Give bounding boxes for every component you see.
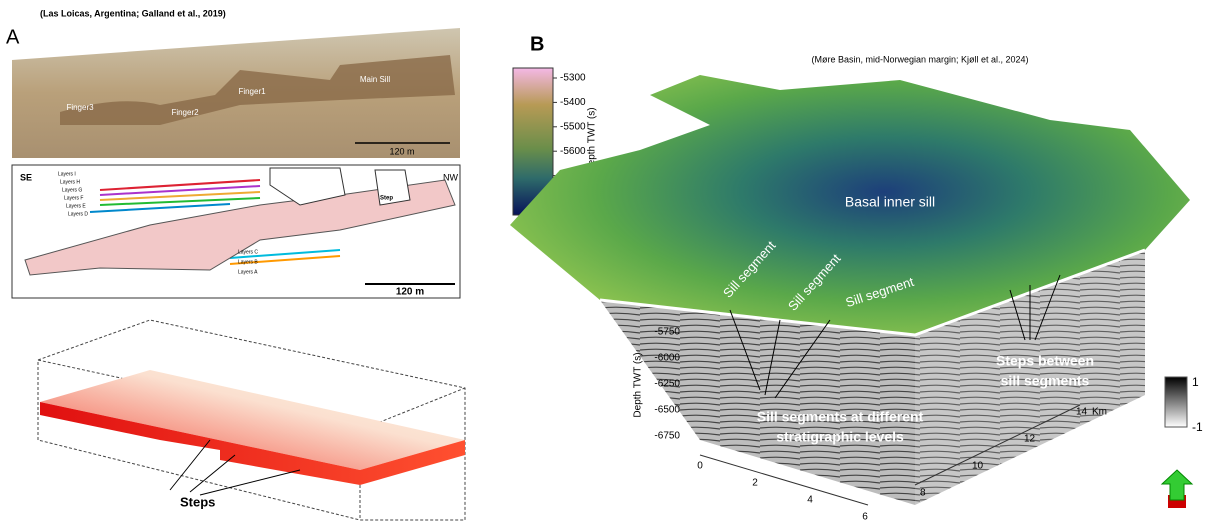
axis-tick-label: -6250 <box>654 379 680 390</box>
axis-tick-label: -6000 <box>654 353 680 364</box>
figure: (Las Loicas, Argentina; Galland et al., … <box>0 0 1208 523</box>
layer-label: Layers G <box>62 187 82 193</box>
colorbar-tick-label: -5500 <box>560 121 586 132</box>
colorbar-tick-label: -5300 <box>560 73 586 84</box>
colorbar-tick-label: -5600 <box>560 146 586 157</box>
annotation: Steps between <box>996 353 1094 369</box>
axis-tick-label: -6500 <box>654 405 680 416</box>
axis-tick-label: -5750 <box>654 327 680 338</box>
colorbar-tick-label: -5400 <box>560 97 586 108</box>
direction-label: NW <box>443 172 458 182</box>
annotation: Sill segments at different <box>757 409 924 425</box>
orientation-icon <box>1162 470 1192 508</box>
layer-label: Layers I <box>58 171 76 177</box>
axis-tick-label: 6 <box>862 512 868 523</box>
axis-tick-label: 12 <box>1024 434 1036 445</box>
axis-tick-label: 4 <box>807 495 813 506</box>
axis-tick-label: 2 <box>752 478 758 489</box>
axis-title: Depth TWT (s) <box>633 352 644 417</box>
page: (Las Loicas, Argentina; Galland et al., … <box>0 0 1208 523</box>
axis-unit: Km <box>1092 407 1107 418</box>
citation: (Møre Basin, mid-Norwegian margin; Kjøll… <box>811 54 1028 64</box>
citation: (Las Loicas, Argentina; Galland et al., … <box>40 8 226 18</box>
annotation: Steps <box>180 494 215 509</box>
layer-label: Layers H <box>60 179 80 185</box>
axis-tick-label: 0 <box>697 461 703 472</box>
annotation: Basal inner sill <box>845 194 935 210</box>
layer-label: Layers C <box>238 249 258 255</box>
layer-label: Layers F <box>64 195 83 201</box>
panel-label: B <box>530 33 544 55</box>
scale-label: 120 m <box>396 287 424 298</box>
layer-label: Layers B <box>238 259 258 265</box>
layer-label: Layers E <box>66 203 86 209</box>
layer-label: Layers D <box>68 211 88 217</box>
amplitude-tick-label: -1 <box>1192 420 1203 434</box>
annotation: stratigraphic levels <box>776 429 904 445</box>
annotation: sill segments <box>1001 373 1090 389</box>
axis-tick-label: 10 <box>972 461 984 472</box>
amplitude-bar <box>1165 377 1187 427</box>
photo-label: Main Sill <box>360 75 390 84</box>
photo-label: Finger1 <box>238 87 266 96</box>
axis-tick-label: 8 <box>920 488 926 499</box>
direction-label: SE <box>20 172 32 182</box>
axis-tick-label: -6750 <box>654 431 680 442</box>
panel-label: A <box>6 26 20 48</box>
scale-label: 120 m <box>389 146 414 156</box>
amplitude-tick-label: 1 <box>1192 375 1199 389</box>
photo-label: Finger3 <box>66 103 94 112</box>
axis-tick-label: 14 <box>1076 407 1088 418</box>
step-label: Step <box>380 196 393 202</box>
layer-label: Layers A <box>238 269 258 275</box>
photo-label: Finger2 <box>171 108 199 117</box>
